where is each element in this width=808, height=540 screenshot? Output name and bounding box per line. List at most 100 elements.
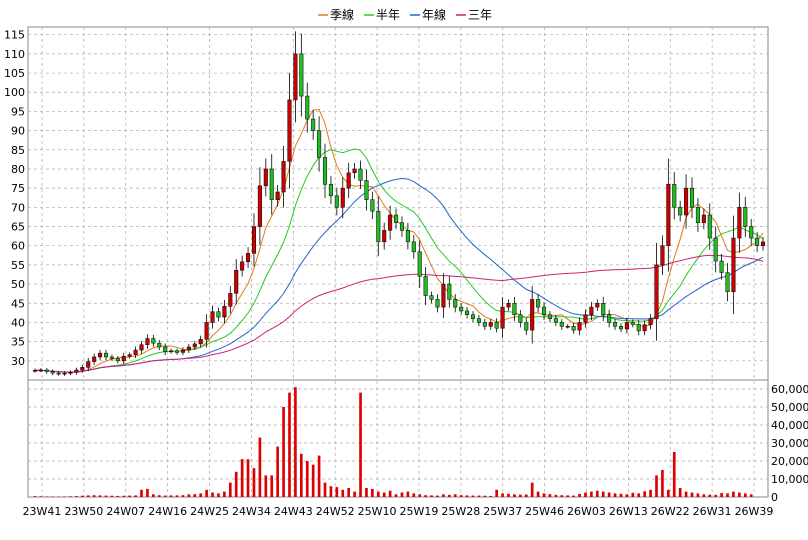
volume-bar <box>442 494 445 497</box>
candle-body <box>761 241 766 246</box>
chart-legend: 季線 半年 年線 三年 <box>318 7 492 22</box>
candle-body <box>86 361 91 368</box>
price-panel-frame <box>27 26 769 381</box>
candle-body <box>441 283 446 308</box>
candle <box>518 309 523 328</box>
candle-body <box>328 184 333 197</box>
candle <box>399 216 404 237</box>
candle <box>465 307 470 319</box>
time-tick-label: 24W43 <box>274 505 313 518</box>
volume-bar <box>110 495 114 497</box>
candle-body <box>636 324 641 332</box>
candle-body <box>470 314 476 319</box>
candle <box>210 305 215 329</box>
candle-body <box>151 338 156 344</box>
candle <box>394 208 399 230</box>
volume-bar <box>732 491 735 497</box>
volume-bar <box>252 468 256 497</box>
candle-body <box>701 214 706 223</box>
volume-bar <box>714 494 718 497</box>
candle-body <box>287 99 292 162</box>
candle <box>476 314 481 327</box>
candle <box>204 314 209 348</box>
candle <box>743 196 748 237</box>
time-tick-label: 25W10 <box>358 505 397 518</box>
candle <box>109 354 114 361</box>
volume-bar <box>613 493 617 497</box>
candle-body <box>725 272 730 292</box>
candle <box>648 314 653 330</box>
candle <box>536 294 541 313</box>
candle <box>713 226 718 273</box>
volume-bar <box>246 459 250 497</box>
volume-bar <box>436 495 439 497</box>
volume-bar <box>323 482 327 497</box>
candle-body <box>145 338 150 345</box>
volume-bar <box>382 492 386 497</box>
candle-body <box>731 237 736 292</box>
candle-body <box>607 314 612 323</box>
candle <box>577 317 582 336</box>
volume-axis: 0 10,000 20,000 30,000 40,000 50,000 60,000 <box>771 383 808 504</box>
price-tick-label: 45 <box>11 297 25 310</box>
volume-tick-label: 20,000 <box>771 455 808 468</box>
volume-bar <box>86 495 90 497</box>
volume-bar <box>684 491 688 497</box>
candle-body <box>281 161 286 193</box>
volume-bar <box>376 491 380 497</box>
price-tick-label: 60 <box>11 240 25 253</box>
candle <box>186 343 191 354</box>
candle-body <box>512 303 517 316</box>
price-tick-label: 55 <box>11 259 25 272</box>
candle <box>725 263 730 302</box>
candle <box>299 33 304 117</box>
candle-body <box>453 299 458 308</box>
candle <box>133 346 138 359</box>
candle-body <box>707 214 712 239</box>
candle <box>121 352 126 365</box>
candle-body <box>713 237 718 262</box>
candle <box>701 208 706 230</box>
volume-tick-label: 60,000 <box>771 383 808 396</box>
volume-bar <box>288 392 291 497</box>
volume-bar <box>554 494 558 497</box>
candle-body <box>115 358 120 362</box>
volume-bar <box>465 495 469 497</box>
candle-body <box>98 352 103 358</box>
candle <box>737 192 742 253</box>
volume-bar <box>276 446 279 497</box>
volume-bar <box>412 493 416 497</box>
time-tick-label: 24W16 <box>148 505 187 518</box>
candle-body <box>163 346 168 352</box>
volume-bar <box>39 496 43 497</box>
candle <box>453 294 458 313</box>
volume-bar <box>187 494 191 497</box>
volume-tick-label: 50,000 <box>771 401 808 414</box>
candle-body <box>506 303 511 308</box>
volume-bar <box>447 494 451 497</box>
volume-bar <box>601 491 605 497</box>
volume-bar <box>329 486 333 497</box>
volume-bar <box>347 488 351 497</box>
candle <box>293 31 298 123</box>
candle-body <box>429 295 434 300</box>
candle <box>287 72 292 189</box>
time-tick-label: 23W50 <box>64 505 103 518</box>
candle <box>44 367 49 374</box>
candle <box>642 320 647 336</box>
candle <box>630 319 635 328</box>
candle-body <box>68 372 73 374</box>
volume-bar <box>501 493 504 497</box>
candle-body <box>678 207 683 216</box>
volume-bar <box>341 489 345 497</box>
volume-bar <box>75 496 78 497</box>
candle <box>62 371 67 376</box>
volume-tick-label: 0 <box>771 491 778 504</box>
volume-bar <box>749 494 753 497</box>
candle <box>192 340 197 351</box>
volume-bar <box>459 495 463 497</box>
volume-bar <box>104 495 108 497</box>
candle-body <box>388 214 393 231</box>
candle <box>530 286 535 344</box>
candle-body <box>417 251 422 277</box>
